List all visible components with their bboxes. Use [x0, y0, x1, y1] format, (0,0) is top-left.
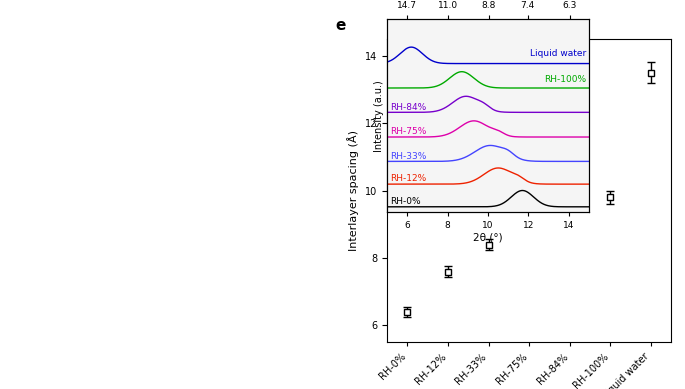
- Text: e: e: [336, 18, 346, 33]
- Text: RH-33%: RH-33%: [390, 152, 427, 161]
- Text: RH-84%: RH-84%: [390, 103, 426, 112]
- Text: Liquid water: Liquid water: [530, 49, 586, 58]
- Text: RH-0%: RH-0%: [390, 197, 421, 206]
- Y-axis label: Interlayer spacing (Å): Interlayer spacing (Å): [347, 130, 360, 251]
- Text: RH-100%: RH-100%: [544, 75, 586, 84]
- Text: RH-12%: RH-12%: [390, 174, 426, 183]
- X-axis label: 2θ (°): 2θ (°): [473, 233, 503, 243]
- Y-axis label: Intensity (a.u.): Intensity (a.u.): [374, 80, 384, 152]
- Text: RH-75%: RH-75%: [390, 126, 427, 136]
